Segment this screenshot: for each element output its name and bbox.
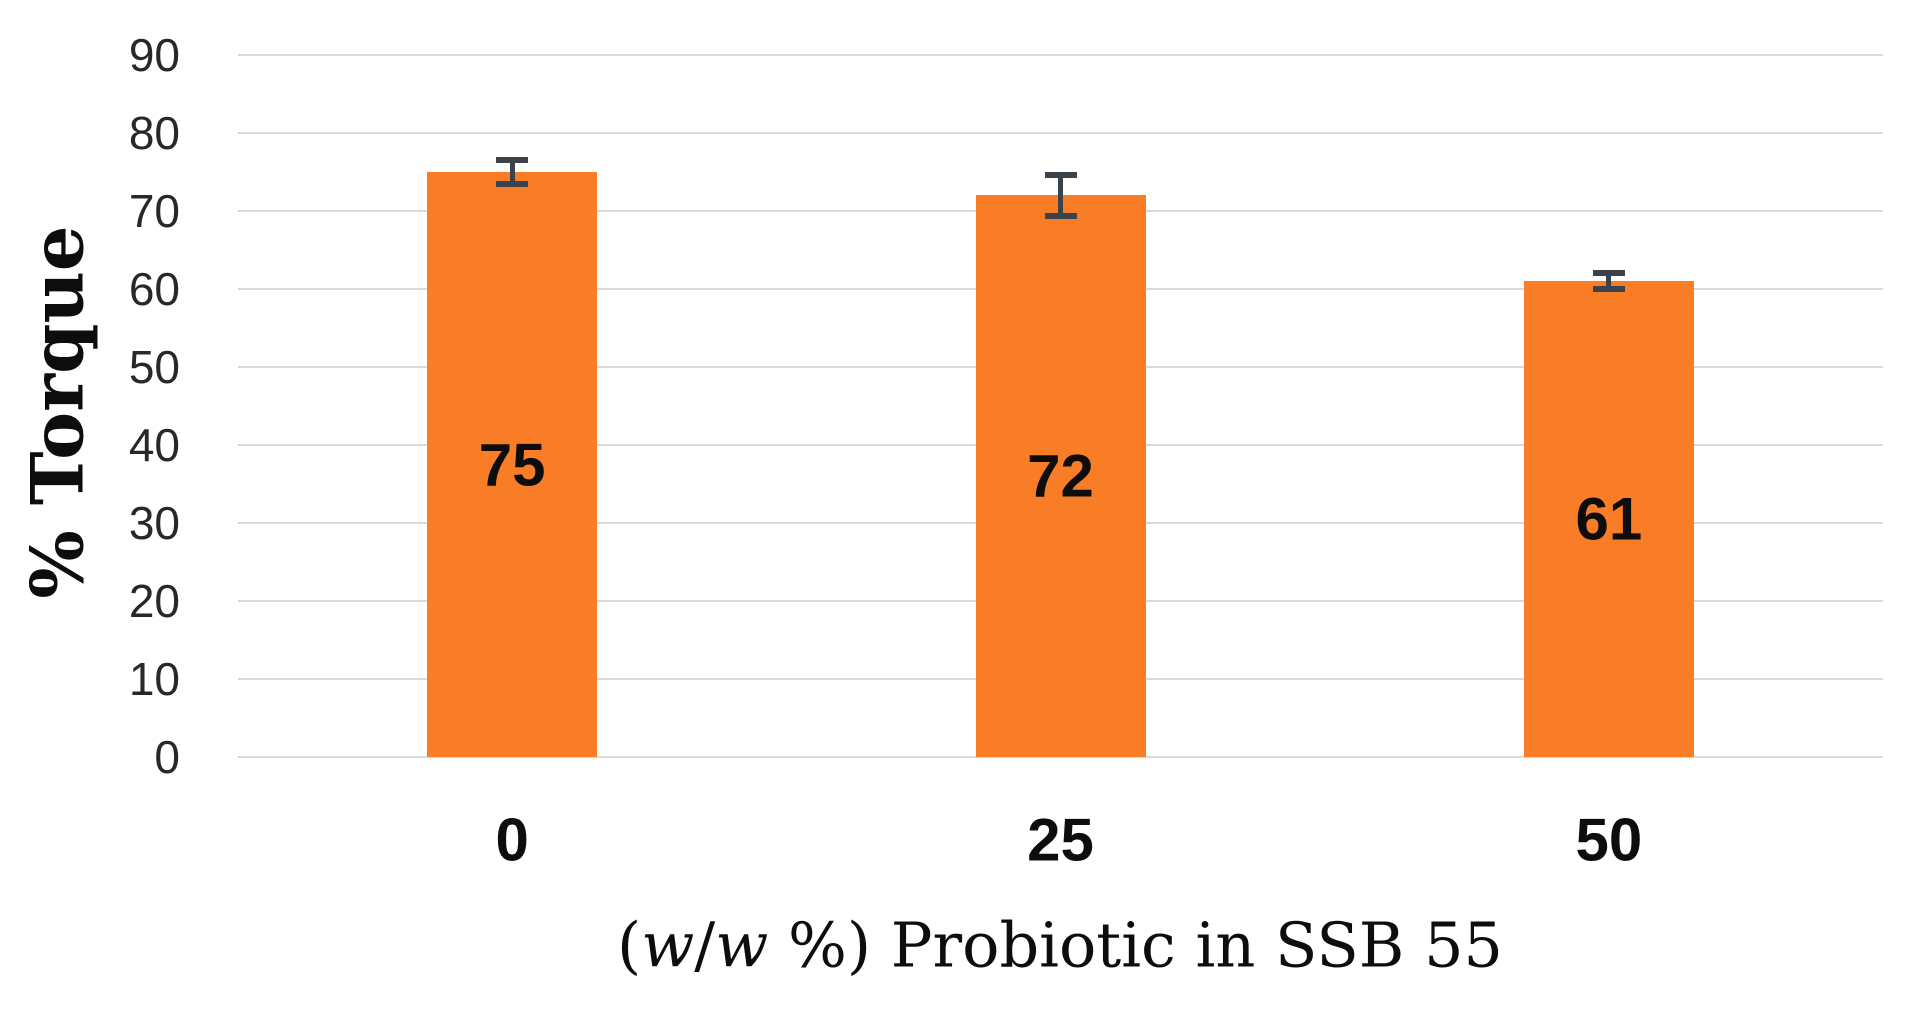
x-tick-label: 50 bbox=[1575, 806, 1643, 874]
y-tick-label: 80 bbox=[128, 107, 180, 159]
y-gridline bbox=[238, 132, 1883, 134]
x-axis-title-italic-segment: w bbox=[641, 908, 695, 982]
error-bar bbox=[1044, 172, 1077, 179]
bar bbox=[1523, 281, 1694, 757]
y-tick-label: 10 bbox=[128, 653, 180, 705]
x-tick-label: 25 bbox=[1027, 806, 1094, 874]
error-bar bbox=[496, 181, 529, 188]
y-tick-label: 20 bbox=[128, 575, 180, 627]
error-bar bbox=[1592, 270, 1625, 277]
y-gridline bbox=[238, 54, 1883, 56]
y-tick-label: 40 bbox=[128, 419, 180, 471]
bar-value-label: 72 bbox=[1027, 442, 1094, 510]
bar-value-label: 75 bbox=[478, 431, 546, 498]
y-tick-label: 30 bbox=[128, 497, 180, 549]
x-axis-title-segment: / bbox=[694, 908, 716, 982]
x-axis-title-segment: ( bbox=[617, 908, 642, 982]
error-bar bbox=[509, 159, 515, 185]
y-axis-title: % Torque bbox=[14, 225, 100, 599]
y-tick-label: 0 bbox=[154, 731, 180, 783]
x-axis-title: (w/w %) Probiotic in SSB 55 bbox=[617, 909, 1503, 982]
error-bar bbox=[1044, 212, 1077, 219]
y-tick-label: 50 bbox=[128, 341, 180, 393]
x-tick-label: 0 bbox=[495, 806, 529, 874]
x-axis-title-italic-segment: w bbox=[715, 908, 769, 982]
error-bar bbox=[1592, 286, 1625, 292]
bar bbox=[975, 195, 1146, 757]
error-bar bbox=[496, 156, 529, 163]
y-tick-label: 70 bbox=[128, 185, 180, 237]
y-tick-label: 90 bbox=[128, 29, 180, 81]
error-bar bbox=[1606, 273, 1612, 289]
x-axis-title-segment: %) Probiotic in SSB 55 bbox=[768, 908, 1503, 982]
error-bar bbox=[1058, 175, 1063, 216]
bar bbox=[427, 172, 598, 757]
y-gridline bbox=[238, 756, 1883, 758]
bar-value-label: 61 bbox=[1575, 485, 1643, 553]
y-tick-label: 60 bbox=[128, 263, 180, 315]
